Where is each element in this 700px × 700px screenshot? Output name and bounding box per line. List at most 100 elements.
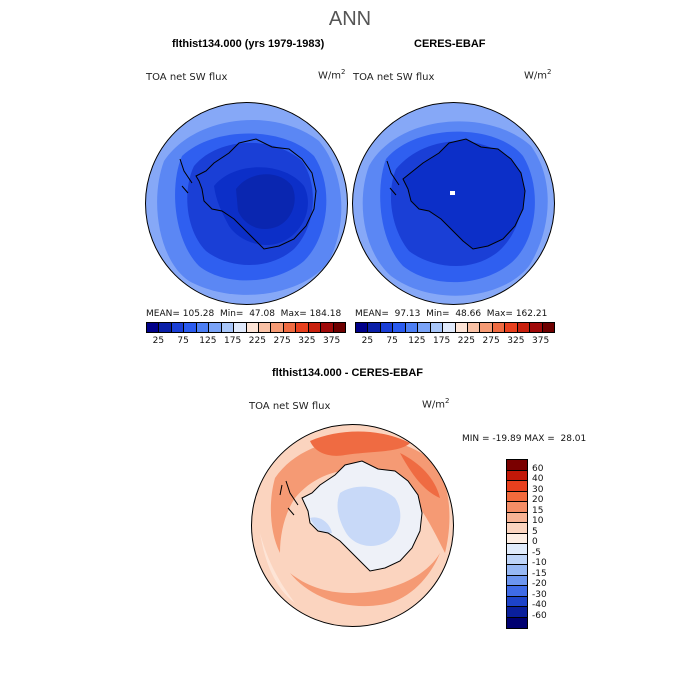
colorbar-swatch (246, 323, 259, 332)
colorbar-tick-label: 25 (152, 336, 165, 346)
colorbar-tick-label: -30 (532, 589, 547, 600)
main-title: ANN (328, 8, 372, 30)
colorbar-swatch (455, 323, 468, 332)
colorbar-swatch (492, 323, 506, 332)
colorbar-swatch (368, 323, 381, 332)
diff-polar-map (251, 424, 454, 627)
colorbar-swatch (333, 323, 345, 332)
colorbar-tick-label: 125 (408, 336, 426, 346)
colorbar-tick-label: -5 (532, 547, 541, 558)
colorbar-swatch (507, 512, 527, 523)
colorbar-swatch (507, 491, 527, 502)
colorbar-tick-label: 40 (532, 474, 544, 484)
panel2-units: W/m2 (524, 68, 552, 82)
colorbar-tick-label: 75 (177, 336, 189, 346)
colorbar-tick-label: 325 (507, 336, 525, 346)
colorbar-swatch (507, 617, 527, 628)
colorbar-swatch (443, 323, 456, 332)
colorbar-tick-label: 225 (248, 336, 266, 346)
colorbar-swatch (507, 565, 527, 576)
colorbar-swatch (507, 586, 527, 597)
colorbar-tick-label: 275 (273, 336, 291, 346)
colorbar-swatch (467, 323, 481, 332)
colorbar-tick-label: 0 (532, 537, 538, 547)
colorbar-swatch (356, 323, 369, 332)
colorbar-swatch (209, 323, 222, 332)
colorbar-swatch (507, 481, 527, 492)
colorbar-swatch (418, 323, 431, 332)
panel1-units: W/m2 (318, 68, 346, 82)
panel1-polar-map (145, 102, 348, 305)
colorbar-tick-label: 25 (361, 336, 374, 346)
colorbar-swatch (530, 323, 543, 332)
panel1-stats: MEAN= 105.28 Min= 47.08 Max= 184.18 (146, 309, 342, 319)
colorbar-swatch (393, 323, 406, 332)
colorbar-swatch (321, 323, 334, 332)
colorbar-tick-label: 175 (224, 336, 242, 346)
panel2-colorbar (355, 322, 555, 333)
diff-variable: TOA net SW flux (249, 401, 331, 412)
colorbar-swatch (507, 554, 527, 565)
colorbar-swatch (234, 323, 247, 332)
colorbar-swatch (405, 323, 419, 332)
colorbar-tick-label: 20 (532, 495, 544, 505)
colorbar-swatch (507, 607, 527, 618)
colorbar-swatch (184, 323, 197, 332)
colorbar-tick-label: 325 (298, 336, 316, 346)
colorbar-swatch (283, 323, 297, 332)
colorbar-swatch (296, 323, 309, 332)
colorbar-tick-label: 60 (532, 463, 544, 474)
colorbar-tick-label: 175 (433, 336, 451, 346)
colorbar-tick-label: 375 (323, 336, 341, 346)
panel1-title: flthist134.000 (yrs 1979-1983) (172, 38, 325, 50)
colorbar-swatch (507, 575, 527, 586)
panel2-colorbar-labels: 25 75 125 175 225 275 325 375 (355, 336, 553, 348)
colorbar-swatch (147, 323, 160, 332)
colorbar-swatch (507, 533, 527, 544)
colorbar-swatch (542, 323, 554, 332)
colorbar-swatch (505, 323, 518, 332)
colorbar-tick-label: -15 (532, 568, 547, 579)
colorbar-tick-label: 375 (532, 336, 550, 346)
panel2-polar-map (352, 102, 555, 305)
colorbar-swatch (258, 323, 272, 332)
diff-units: W/m2 (422, 397, 450, 411)
diff-colorbar-labels: 60 40 30 20 15 10 5 0 -5 -10 -15 -20 -30 -40 -60 (532, 459, 572, 629)
panel1-variable: TOA net SW flux (146, 72, 228, 83)
colorbar-tick-label: 275 (482, 336, 500, 346)
panel2-variable: TOA net SW flux (353, 72, 435, 83)
colorbar-swatch (507, 470, 527, 481)
colorbar-tick-label: -10 (532, 558, 547, 568)
colorbar-tick-label: 10 (532, 516, 544, 526)
diff-stats: MIN = -19.89 MAX = 28.01 (462, 434, 587, 444)
colorbar-swatch (507, 523, 527, 534)
colorbar-tick-label: -20 (532, 579, 547, 589)
colorbar-tick-label: 125 (199, 336, 217, 346)
panel1-colorbar-labels: 25 75 125 175 225 275 325 375 (146, 336, 344, 348)
diff-colorbar (506, 459, 528, 629)
colorbar-tick-label: 30 (532, 484, 544, 495)
colorbar-swatch (308, 323, 322, 332)
colorbar-tick-label: -40 (532, 600, 547, 610)
colorbar-swatch (507, 460, 527, 471)
colorbar-swatch (507, 544, 527, 555)
colorbar-swatch (159, 323, 172, 332)
colorbar-swatch (380, 323, 394, 332)
diff-title: flthist134.000 - CERES-EBAF (272, 367, 423, 379)
colorbar-swatch (271, 323, 284, 332)
colorbar-tick-label: 5 (532, 526, 538, 537)
colorbar-swatch (430, 323, 444, 332)
colorbar-tick-label: 225 (457, 336, 475, 346)
panel2-title: CERES-EBAF (414, 38, 486, 50)
panel2-stats: MEAN= 97.13 Min= 48.66 Max= 162.21 (355, 309, 548, 319)
panel1-colorbar (146, 322, 346, 333)
colorbar-swatch (196, 323, 210, 332)
colorbar-tick-label: 15 (532, 505, 544, 516)
colorbar-swatch (507, 502, 527, 513)
colorbar-swatch (221, 323, 235, 332)
colorbar-swatch (171, 323, 185, 332)
colorbar-swatch (507, 596, 527, 607)
colorbar-tick-label: -60 (532, 610, 547, 621)
colorbar-swatch (480, 323, 493, 332)
colorbar-tick-label: 75 (386, 336, 398, 346)
